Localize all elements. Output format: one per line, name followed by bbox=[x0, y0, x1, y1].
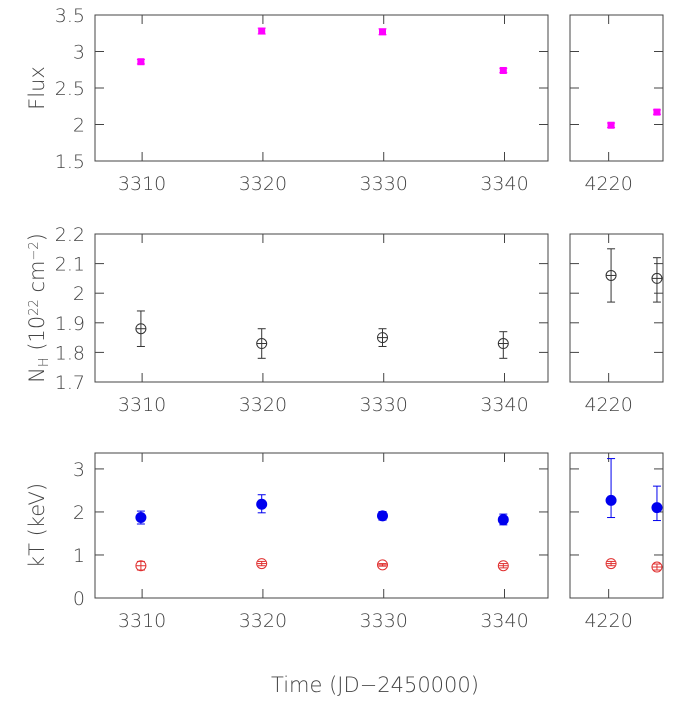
point bbox=[135, 512, 147, 524]
y-tick-label: 3.5 bbox=[55, 5, 85, 27]
x-tick-label: 3310 bbox=[118, 610, 166, 632]
point bbox=[607, 121, 615, 129]
x-tick-label: 4220 bbox=[584, 394, 632, 416]
y-tick-label: 3 bbox=[73, 459, 85, 481]
error-bar bbox=[499, 331, 508, 359]
x-tick-label: 3310 bbox=[118, 173, 166, 195]
y-axis-label-part: (10 bbox=[25, 316, 49, 358]
y-axis-label-part: N bbox=[25, 367, 49, 383]
point bbox=[651, 502, 663, 514]
y-tick-label: 2 bbox=[73, 502, 85, 524]
y-tick-label: 1 bbox=[73, 545, 85, 567]
y-tick-label: 1.8 bbox=[55, 342, 85, 364]
error-bar bbox=[607, 458, 616, 519]
x-tick-label: 3340 bbox=[480, 394, 528, 416]
y-axis-label: kT (keV) bbox=[25, 483, 49, 568]
y-axis-label-part: 22 bbox=[27, 299, 42, 316]
y-axis-label-part: −2 bbox=[27, 241, 42, 260]
y-axis-label-part: H bbox=[37, 357, 52, 367]
x-tick-label: 3330 bbox=[360, 394, 408, 416]
plot-frame bbox=[569, 14, 664, 162]
y-tick-label: 2.1 bbox=[55, 254, 85, 276]
x-tick-label: 3330 bbox=[360, 173, 408, 195]
point bbox=[258, 27, 266, 35]
x-axis-label: Time (JD−2450000) bbox=[271, 673, 479, 697]
point bbox=[256, 498, 268, 510]
point bbox=[379, 28, 387, 36]
x-tick-label: 3330 bbox=[360, 610, 408, 632]
y-tick-label: 1.5 bbox=[55, 151, 85, 173]
plot-frame bbox=[569, 452, 664, 599]
y-axis-label-part: cm bbox=[25, 261, 49, 300]
plot-frame bbox=[94, 14, 549, 162]
y-axis-label: NH (1022 cm−2) bbox=[25, 233, 52, 383]
y-axis-label: Flux bbox=[25, 66, 49, 110]
plot-frame bbox=[569, 233, 664, 383]
y-tick-label: 1.7 bbox=[55, 372, 85, 394]
point bbox=[499, 66, 507, 74]
point bbox=[137, 58, 145, 66]
plot-frame bbox=[94, 233, 549, 383]
y-tick-label: 1.9 bbox=[55, 313, 85, 335]
point bbox=[605, 494, 617, 506]
y-tick-label: 0 bbox=[73, 588, 85, 610]
plot-frame bbox=[94, 452, 549, 599]
point bbox=[497, 514, 509, 526]
point bbox=[377, 510, 389, 522]
y-tick-label: 2 bbox=[73, 283, 85, 305]
y-tick-label: 2 bbox=[73, 115, 85, 137]
x-tick-label: 4220 bbox=[584, 173, 632, 195]
x-tick-label: 3340 bbox=[480, 173, 528, 195]
point bbox=[653, 108, 661, 116]
x-tick-label: 3320 bbox=[239, 173, 287, 195]
y-axis-label-part: ) bbox=[25, 233, 49, 241]
y-tick-label: 2.2 bbox=[55, 224, 85, 246]
x-tick-label: 3340 bbox=[480, 610, 528, 632]
error-bar bbox=[652, 257, 661, 303]
y-tick-label: 3 bbox=[73, 42, 85, 64]
x-tick-label: 3320 bbox=[239, 610, 287, 632]
x-tick-label: 3320 bbox=[239, 394, 287, 416]
x-tick-label: 3310 bbox=[118, 394, 166, 416]
x-tick-label: 4220 bbox=[584, 610, 632, 632]
y-tick-label: 2.5 bbox=[55, 78, 85, 100]
y-axis-label-part: Flux bbox=[25, 66, 49, 110]
y-axis-label-part: kT (keV) bbox=[25, 483, 49, 568]
